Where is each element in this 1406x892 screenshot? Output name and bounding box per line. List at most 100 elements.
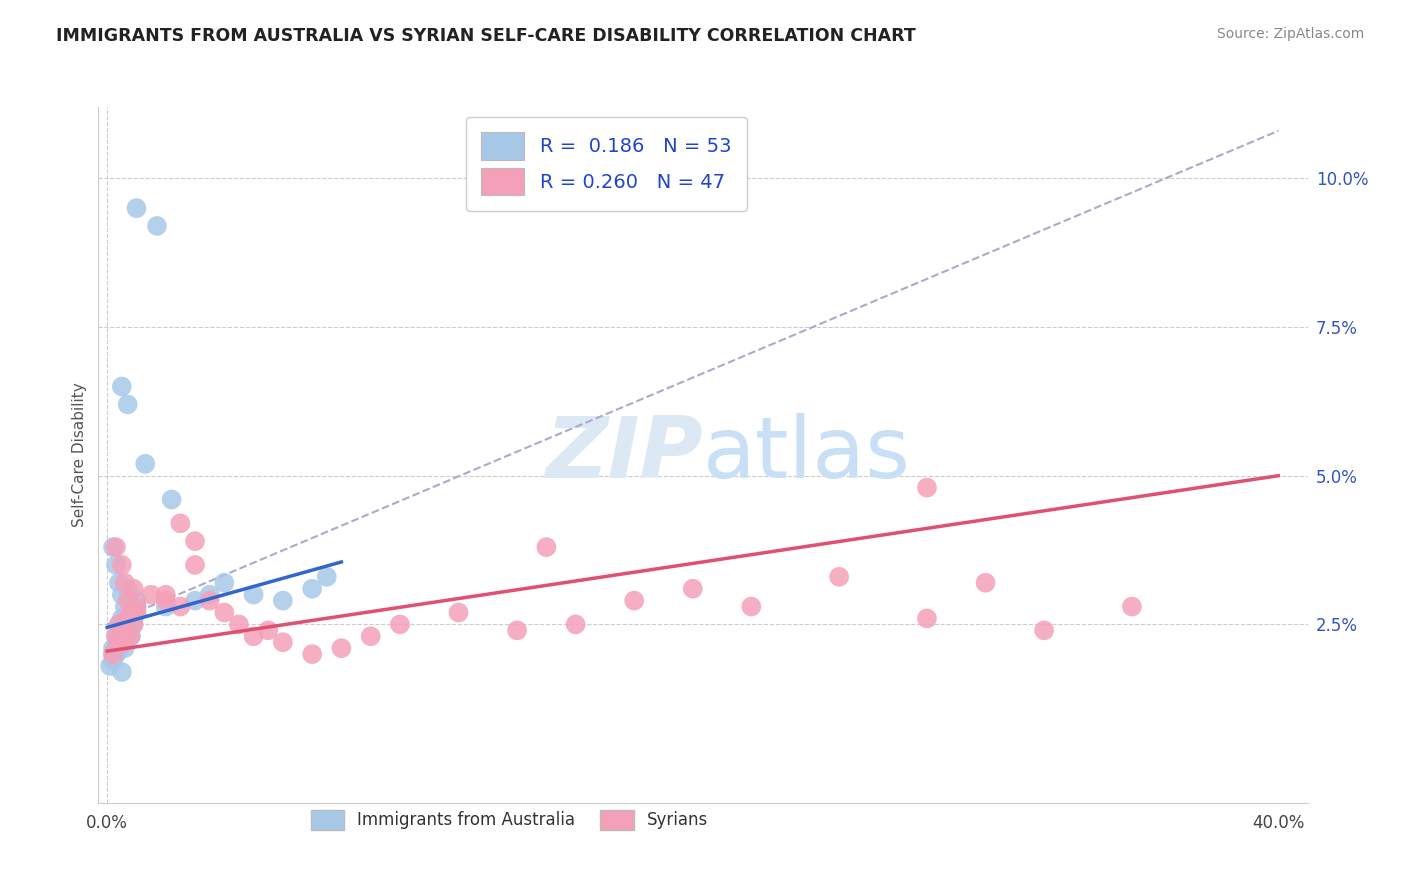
Point [125,599,148,614]
Point [125,606,148,620]
Point [120,606,142,620]
Point [184,593,207,607]
Point [111,665,134,679]
Point [214,606,236,620]
Point [111,379,134,393]
Point [169,516,191,531]
Point [117,617,139,632]
Point [506,624,529,638]
Point [120,593,142,607]
Point [257,624,280,638]
Point [108,575,131,590]
Point [169,599,191,614]
Point [301,647,323,661]
Point [120,629,142,643]
Point [111,611,134,625]
Point [101,647,124,661]
Point [125,599,148,614]
Point [536,540,558,554]
Point [198,588,221,602]
Point [1033,624,1056,638]
Point [104,629,127,643]
Point [114,635,136,649]
Point [125,201,148,215]
Point [122,582,145,596]
Point [120,629,142,643]
Point [146,219,169,233]
Point [104,641,127,656]
Point [682,582,704,596]
Point [623,593,645,607]
Point [111,558,134,572]
Point [564,617,586,632]
Point [974,575,997,590]
Point [184,558,207,572]
Point [117,582,139,596]
Point [108,635,131,649]
Point [301,582,323,596]
Point [160,492,183,507]
Point [125,606,148,620]
Point [214,575,236,590]
Point [117,593,139,607]
Point [122,617,145,632]
Point [740,599,762,614]
Point [447,606,470,620]
Point [117,611,139,625]
Point [155,593,177,607]
Point [111,588,134,602]
Point [120,629,142,643]
Point [108,641,131,656]
Point [155,588,177,602]
Point [184,534,207,549]
Point [101,540,124,554]
Point [114,635,136,649]
Text: IMMIGRANTS FROM AUSTRALIA VS SYRIAN SELF-CARE DISABILITY CORRELATION CHART: IMMIGRANTS FROM AUSTRALIA VS SYRIAN SELF… [56,27,915,45]
Point [111,624,134,638]
Point [111,624,134,638]
Point [111,629,134,643]
Text: atlas: atlas [703,413,911,497]
Point [104,540,127,554]
Point [388,617,411,632]
Legend: Immigrants from Australia, Syrians: Immigrants from Australia, Syrians [304,804,716,836]
Point [101,653,124,667]
Point [114,624,136,638]
Text: Source: ZipAtlas.com: Source: ZipAtlas.com [1216,27,1364,41]
Point [108,629,131,643]
Point [114,575,136,590]
Point [117,397,139,411]
Point [330,641,353,656]
Point [104,647,127,661]
Point [228,617,250,632]
Point [315,570,337,584]
Point [101,641,124,656]
Point [271,635,294,649]
Point [98,659,121,673]
Point [828,570,851,584]
Point [122,617,145,632]
Point [139,588,162,602]
Point [155,599,177,614]
Point [108,617,131,632]
Point [198,593,221,607]
Point [242,629,264,643]
Point [122,611,145,625]
Point [104,629,127,643]
Point [104,558,127,572]
Point [360,629,382,643]
Point [125,593,148,607]
Text: ZIP: ZIP [546,413,703,497]
Point [114,624,136,638]
Point [915,481,938,495]
Point [242,588,264,602]
Point [104,647,127,661]
Point [108,635,131,649]
Point [117,617,139,632]
Y-axis label: Self-Care Disability: Self-Care Disability [72,383,87,527]
Point [108,617,131,632]
Point [915,611,938,625]
Point [114,641,136,656]
Point [271,593,294,607]
Point [111,635,134,649]
